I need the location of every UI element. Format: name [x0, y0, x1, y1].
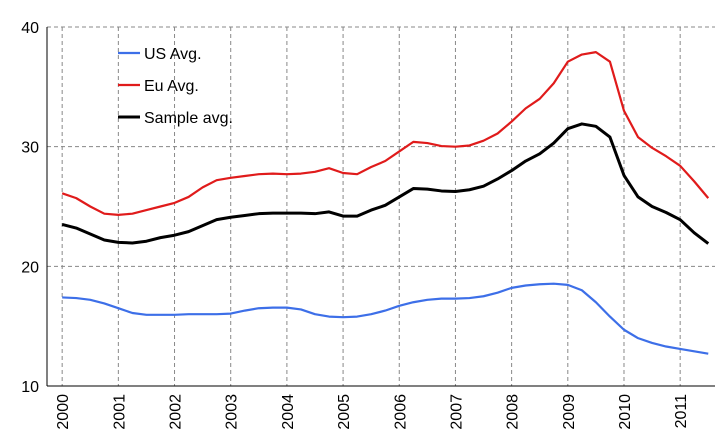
x-tick-label: 2009 — [561, 394, 578, 430]
x-tick-label: 2001 — [111, 394, 128, 430]
x-tick-label: 2000 — [55, 394, 72, 430]
x-tick-label: 2002 — [168, 394, 185, 430]
x-tick-label: 2003 — [224, 394, 241, 430]
x-tick-label: 2005 — [336, 394, 353, 430]
y-tick-label: 30 — [21, 140, 39, 157]
y-tick-label: 20 — [21, 259, 39, 276]
line — [61, 122, 710, 245]
line — [61, 51, 710, 216]
legend-label: Eu Avg. — [144, 78, 199, 95]
x-tick-label: 2010 — [617, 394, 634, 430]
line — [62, 282, 709, 355]
y-tick-label: 10 — [21, 379, 39, 396]
x-tick-label: 2004 — [280, 394, 297, 430]
y-tick-label: 40 — [21, 20, 39, 37]
legend-label: Sample avg. — [144, 110, 233, 127]
x-tick-label: 2007 — [448, 394, 465, 430]
x-tick-label: 2006 — [392, 394, 409, 430]
legend-label: US Avg. — [144, 46, 202, 63]
x-tick-label: 2011 — [673, 394, 690, 429]
x-tick-label: 2008 — [505, 394, 522, 430]
